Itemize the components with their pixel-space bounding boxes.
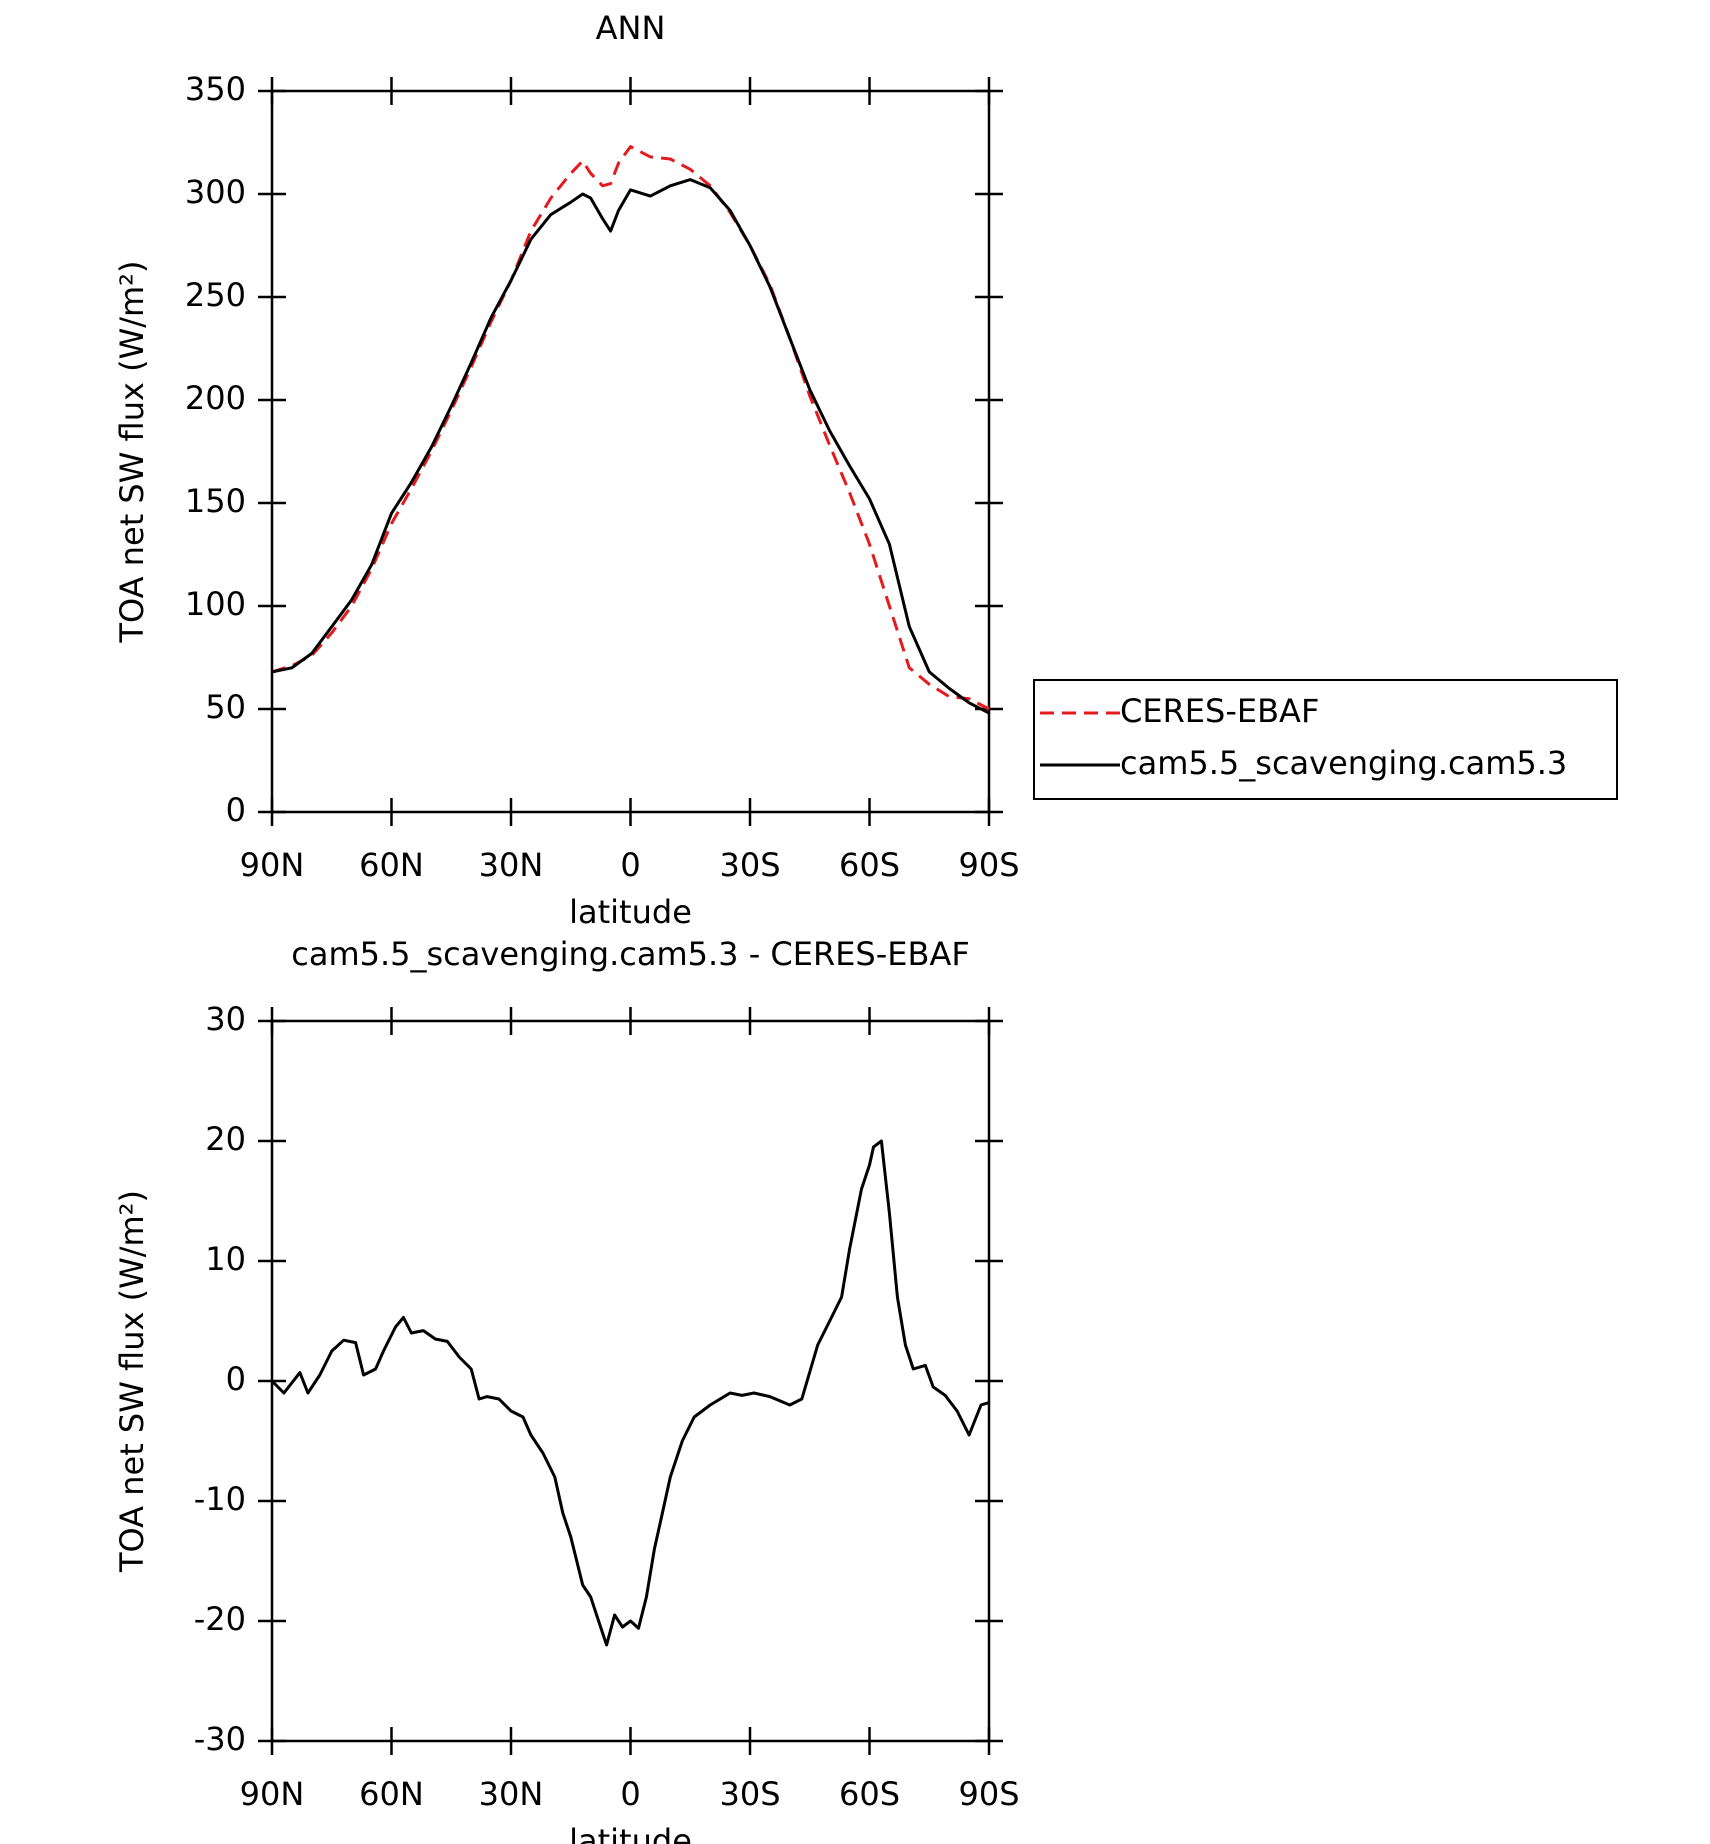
data-line bbox=[271, 178, 990, 715]
x-tick-label: 60N bbox=[359, 846, 424, 884]
y-tick-label: 150 bbox=[185, 482, 246, 520]
y-axis-label: TOA net SW flux (W/m²) bbox=[113, 1190, 151, 1573]
y-tick-label: 350 bbox=[185, 70, 246, 108]
x-tick-label: 30N bbox=[479, 846, 544, 884]
x-tick-label: 90N bbox=[240, 1775, 305, 1813]
y-tick-label: 200 bbox=[185, 379, 246, 417]
legend-label: CERES-EBAF bbox=[1120, 692, 1319, 730]
data-line bbox=[271, 145, 990, 711]
legend-box bbox=[1033, 679, 1618, 800]
x-tick-label: 60N bbox=[359, 1775, 424, 1813]
y-tick-label: 250 bbox=[185, 276, 246, 314]
chart-title: ANN bbox=[596, 9, 666, 47]
y-tick-label: 20 bbox=[205, 1120, 246, 1158]
x-tick-label: 0 bbox=[620, 1775, 640, 1813]
y-tick-label: -10 bbox=[194, 1480, 246, 1518]
y-tick-label: 10 bbox=[205, 1240, 246, 1278]
x-tick-label: 60S bbox=[839, 846, 900, 884]
plot-frame bbox=[270, 1019, 991, 1743]
x-tick-label: 90N bbox=[240, 846, 305, 884]
x-tick-label: 90S bbox=[958, 846, 1019, 884]
x-tick-label: 30S bbox=[719, 846, 780, 884]
y-axis-label: TOA net SW flux (W/m²) bbox=[113, 261, 151, 644]
chart-title: cam5.5_scavenging.cam5.3 - CERES-EBAF bbox=[291, 935, 970, 973]
x-axis-label: latitude bbox=[569, 1822, 692, 1844]
x-tick-label: 90S bbox=[958, 1775, 1019, 1813]
x-tick-label: 30S bbox=[719, 1775, 780, 1813]
y-tick-label: 0 bbox=[226, 791, 246, 829]
x-tick-label: 60S bbox=[839, 1775, 900, 1813]
x-tick-label: 0 bbox=[620, 846, 640, 884]
plot-frame bbox=[270, 89, 991, 814]
y-tick-label: 30 bbox=[205, 1000, 246, 1038]
x-tick-label: 30N bbox=[479, 1775, 544, 1813]
y-tick-label: 100 bbox=[185, 585, 246, 623]
y-tick-label: 300 bbox=[185, 173, 246, 211]
y-tick-label: -20 bbox=[194, 1600, 246, 1638]
legend-label: cam5.5_scavenging.cam5.3 bbox=[1120, 744, 1567, 782]
y-tick-label: 0 bbox=[226, 1360, 246, 1398]
data-line bbox=[270, 1139, 990, 1647]
y-tick-label: -30 bbox=[194, 1720, 246, 1758]
y-tick-label: 50 bbox=[205, 688, 246, 726]
x-axis-label: latitude bbox=[569, 893, 692, 931]
